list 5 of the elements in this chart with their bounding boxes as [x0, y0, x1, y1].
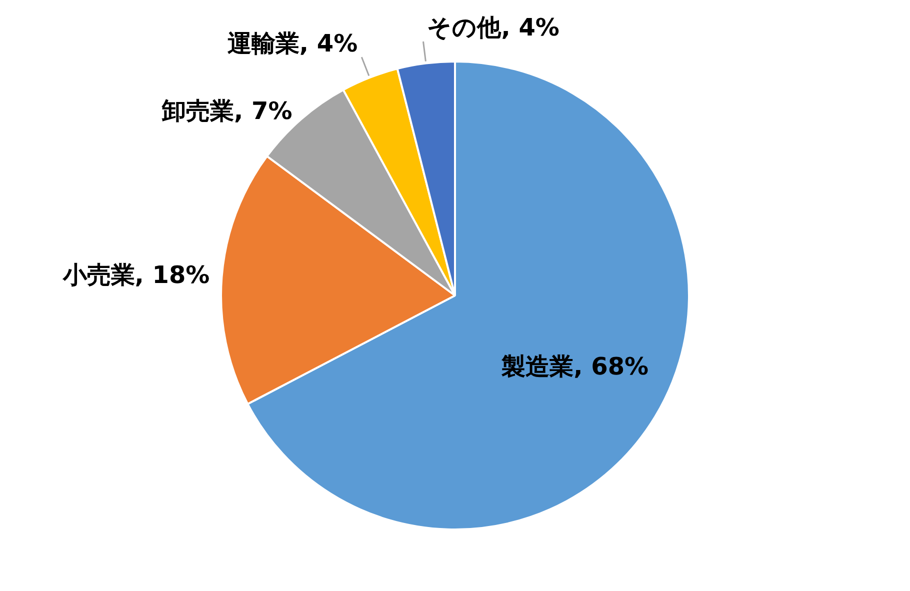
slice-label: 製造業, 68%: [500, 352, 649, 380]
slice-label: その他, 4%: [427, 14, 560, 42]
slice-label: 小売業, 18%: [62, 260, 210, 289]
slice-label: 運輸業, 4%: [227, 29, 358, 58]
slice-label: 卸売業, 7%: [161, 97, 292, 126]
